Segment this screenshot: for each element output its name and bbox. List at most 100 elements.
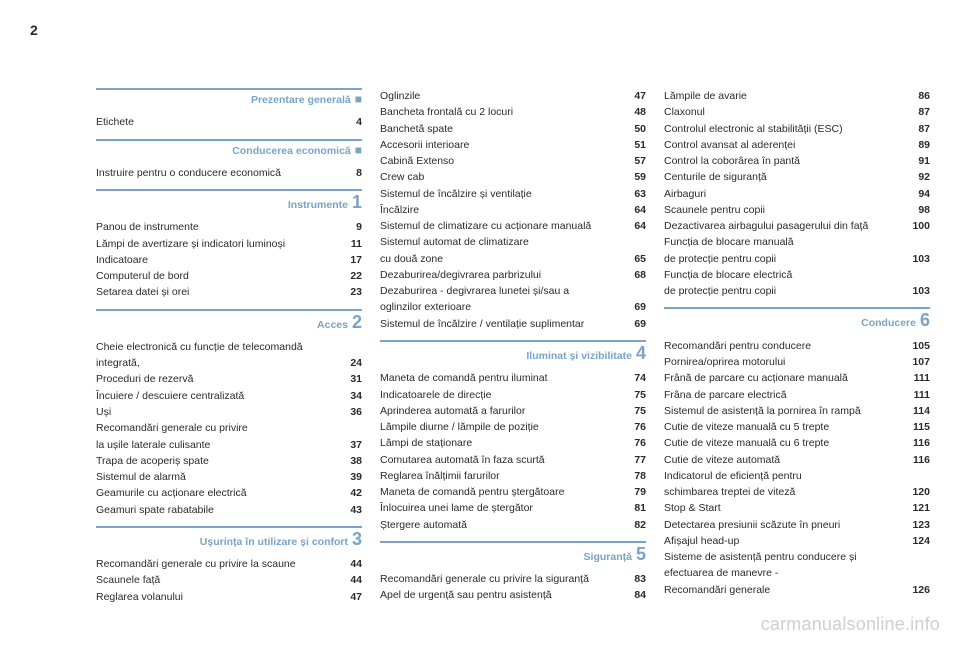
toc-label: Bancheta frontală cu 2 locuri	[380, 104, 622, 120]
toc-row: Sistemul automat de climatizare	[380, 234, 646, 250]
toc-page: 69	[622, 299, 646, 315]
toc-page: 11	[338, 236, 362, 252]
toc-label: Airbaguri	[664, 186, 906, 202]
toc-page: 47	[338, 589, 362, 605]
section-header: Ușurința în utilizare și confort3	[96, 526, 362, 550]
toc-page: 37	[338, 437, 362, 453]
toc-row: Detectarea presiunii scăzute în pneuri12…	[664, 517, 930, 533]
toc-row: Recomandări generale cu privire	[96, 420, 362, 436]
toc-row: Maneta de comandă pentru iluminat74	[380, 370, 646, 386]
section-number: 6	[920, 311, 930, 329]
toc-row: Lămpi de avertizare și indicatori lumino…	[96, 236, 362, 252]
toc-page: 63	[622, 186, 646, 202]
toc-label: Reglarea înălțimii farurilor	[380, 468, 622, 484]
toc-label: Indicatorul de eficiență pentru	[664, 468, 930, 484]
toc-label: Sistemul de climatizare cu acționare man…	[380, 218, 622, 234]
section-title: Prezentare generală	[251, 92, 351, 108]
toc-page: 76	[622, 419, 646, 435]
toc-row: Stop & Start121	[664, 500, 930, 516]
toc-row: Sistemul de climatizare cu acționare man…	[380, 218, 646, 234]
section-header: Conducere6	[664, 307, 930, 331]
toc-row: Computerul de bord22	[96, 268, 362, 284]
section-number: 2	[352, 313, 362, 331]
toc-row: Pornirea/oprirea motorului107	[664, 354, 930, 370]
toc-row: Maneta de comandă pentru ștergătoare79	[380, 484, 646, 500]
toc-page: 64	[622, 202, 646, 218]
toc-page: 59	[622, 169, 646, 185]
toc-label: Sistemul de alarmă	[96, 469, 338, 485]
toc-page: 105	[906, 338, 930, 354]
toc-row: Ștergere automată82	[380, 517, 646, 533]
toc-page: 91	[906, 153, 930, 169]
toc-row: Indicatorul de eficiență pentru	[664, 468, 930, 484]
section-title: Conducere	[861, 315, 916, 331]
toc-label: Cutie de viteze manuală cu 5 trepte	[664, 419, 906, 435]
toc-page: 87	[906, 104, 930, 120]
toc-page: 76	[622, 435, 646, 451]
toc-page: 103	[906, 251, 930, 267]
toc-label: Recomandări generale	[664, 582, 906, 598]
toc-row: Claxonul87	[664, 104, 930, 120]
toc-label: Funcția de blocare manuală	[664, 234, 930, 250]
toc-row: Lămpi de staționare76	[380, 435, 646, 451]
toc-row: Recomandări generale cu privire la scaun…	[96, 556, 362, 572]
toc-label: Afișajul head-up	[664, 533, 906, 549]
toc-label: Setarea datei și orei	[96, 284, 338, 300]
toc-page: 124	[906, 533, 930, 549]
toc-column-1: Prezentare generală■Etichete4Conducerea …	[96, 88, 362, 629]
toc-label: Control la coborârea în pantă	[664, 153, 906, 169]
toc-page: 65	[622, 251, 646, 267]
toc-row: Cutie de viteze automată116	[664, 452, 930, 468]
toc-row: integrată,24	[96, 355, 362, 371]
toc-page: 42	[338, 485, 362, 501]
toc-page: 82	[622, 517, 646, 533]
toc-page: 23	[338, 284, 362, 300]
toc-column-3: Lămpile de avarie86Claxonul87Controlul e…	[664, 88, 930, 629]
section-number: 4	[636, 344, 646, 362]
toc-content: Prezentare generală■Etichete4Conducerea …	[96, 88, 930, 629]
toc-page: 17	[338, 252, 362, 268]
toc-row: Sistemul de alarmă39	[96, 469, 362, 485]
toc-label: Maneta de comandă pentru ștergătoare	[380, 484, 622, 500]
toc-label: Oglinzile	[380, 88, 622, 104]
toc-label: Stop & Start	[664, 500, 906, 516]
toc-label: Centurile de siguranță	[664, 169, 906, 185]
toc-page: 75	[622, 387, 646, 403]
toc-page: 38	[338, 453, 362, 469]
toc-page: 115	[906, 419, 930, 435]
toc-page: 31	[338, 371, 362, 387]
toc-column-2: Oglinzile47Bancheta frontală cu 2 locuri…	[380, 88, 646, 629]
toc-page: 114	[906, 403, 930, 419]
toc-label: Sistemul de încălzire și ventilație	[380, 186, 622, 202]
toc-page: 116	[906, 452, 930, 468]
section-header: Conducerea economică■	[96, 139, 362, 159]
toc-label: la ușile laterale culisante	[96, 437, 338, 453]
toc-page: 81	[622, 500, 646, 516]
toc-row: Lămpile de avarie86	[664, 88, 930, 104]
section-number: 1	[352, 193, 362, 211]
toc-label: Reglarea volanului	[96, 589, 338, 605]
toc-label: Apel de urgență sau pentru asistență	[380, 587, 622, 603]
toc-label: de protecție pentru copii	[664, 283, 906, 299]
toc-label: Indicatoarele de direcție	[380, 387, 622, 403]
toc-label: Încuiere / descuiere centralizată	[96, 388, 338, 404]
toc-page: 116	[906, 435, 930, 451]
toc-label: Sistemul de încălzire / ventilație supli…	[380, 316, 622, 332]
section-title: Acces	[317, 317, 348, 333]
toc-label: Ștergere automată	[380, 517, 622, 533]
toc-page: 89	[906, 137, 930, 153]
toc-page: 47	[622, 88, 646, 104]
toc-page: 43	[338, 502, 362, 518]
toc-page: 84	[622, 587, 646, 603]
toc-page: 68	[622, 267, 646, 283]
toc-label: Detectarea presiunii scăzute în pneuri	[664, 517, 906, 533]
section-header: Prezentare generală■	[96, 88, 362, 108]
toc-row: Indicatoarele de direcție75	[380, 387, 646, 403]
toc-page: 69	[622, 316, 646, 332]
toc-row: Trapa de acoperiș spate38	[96, 453, 362, 469]
toc-label: Sistemul de asistență la pornirea în ram…	[664, 403, 906, 419]
section-header: Siguranță5	[380, 541, 646, 565]
toc-row: Sistemul de asistență la pornirea în ram…	[664, 403, 930, 419]
toc-page: 94	[906, 186, 930, 202]
toc-row: Control la coborârea în pantă91	[664, 153, 930, 169]
